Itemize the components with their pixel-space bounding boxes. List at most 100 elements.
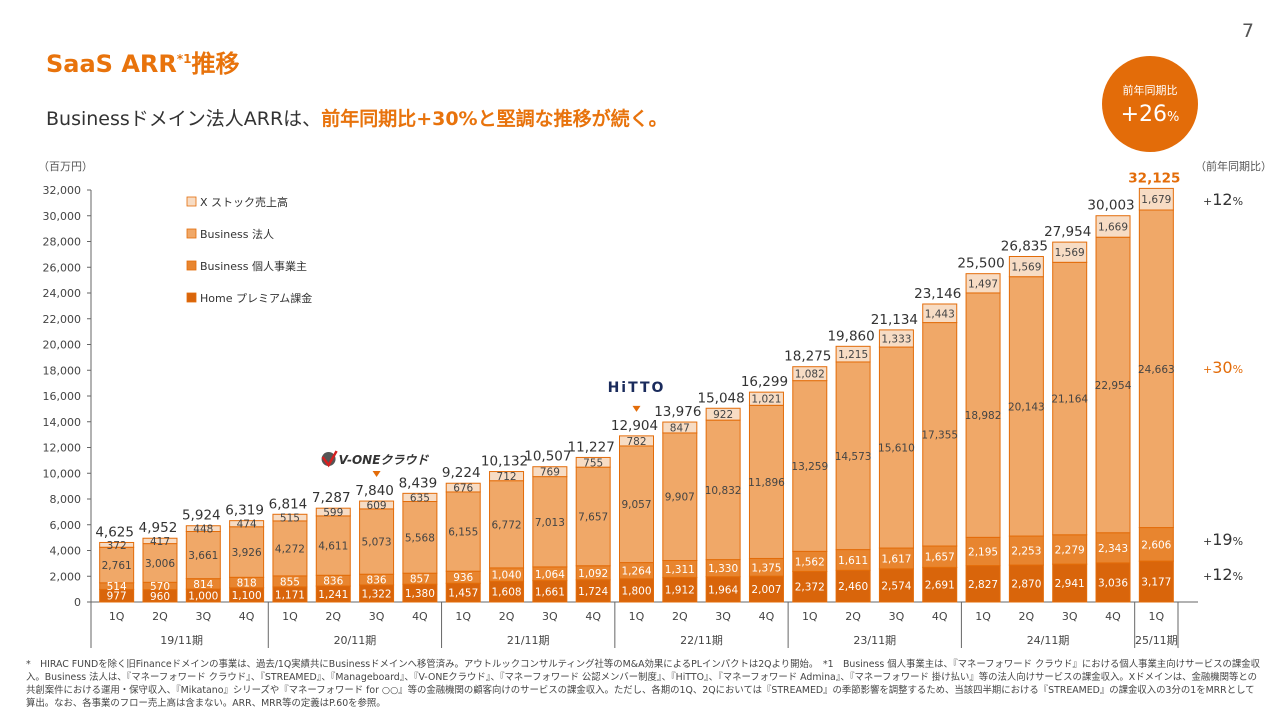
legend-swatch-individual xyxy=(186,260,197,271)
title-sup: *1 xyxy=(176,52,192,66)
period-label: 24/11期 xyxy=(1027,634,1070,647)
bar-segment-xstock xyxy=(878,329,914,348)
y-tick-label: 26,000 xyxy=(43,261,82,274)
y-tick-label: 12,000 xyxy=(43,442,82,455)
arr-chart: （百万円） （前年同期比） 0 2,000 4,000 6,000 8,000 10,000 1… xyxy=(38,159,1272,648)
bar-total-label: 13,976 xyxy=(654,404,701,420)
bar-label-home: 1,000 xyxy=(188,591,218,603)
y-tick-label: 4,000 xyxy=(50,545,82,558)
period-label: 19/11期 xyxy=(160,634,203,647)
bar-label-home: 1,964 xyxy=(708,584,738,596)
bar-label-xstock: 1,215 xyxy=(838,349,868,361)
bar-label-home: 2,691 xyxy=(925,580,955,592)
bar-label-corporate: 11,896 xyxy=(748,477,785,489)
bar-label-corporate: 22,954 xyxy=(1095,380,1132,392)
bar-segment-home xyxy=(748,575,784,603)
bar-label-home: 1,912 xyxy=(665,585,695,597)
bar-total-label: 27,954 xyxy=(1044,224,1091,240)
bar-label-corporate: 9,057 xyxy=(621,499,651,511)
bar-segment-home xyxy=(1138,560,1174,603)
bar-segment-xstock xyxy=(1138,187,1174,211)
y-tick-label: 18,000 xyxy=(43,364,82,377)
bar-label-xstock: 599 xyxy=(323,507,343,519)
legend-swatch-xstock xyxy=(186,196,197,207)
bar-total-label: 30,003 xyxy=(1087,198,1134,214)
bar-label-xstock: 1,669 xyxy=(1098,221,1128,233)
x-category-label: 4Q xyxy=(759,610,775,623)
y-tick-label: 10,000 xyxy=(43,467,82,480)
bar-total-label: 10,507 xyxy=(524,449,571,465)
x-category-label: 2Q xyxy=(152,610,168,623)
x-category-label: 1Q xyxy=(282,610,298,623)
bar-label-home: 2,827 xyxy=(968,579,998,591)
subtitle: Businessドメイン法人ARRは、前年同期比+30%と堅調な推移が続く。 xyxy=(46,104,668,131)
bar-label-individual: 1,264 xyxy=(621,566,651,578)
y-tick-label: 30,000 xyxy=(43,210,82,223)
x-category-label: 3Q xyxy=(195,610,211,623)
y-tick-label: 20,000 xyxy=(43,339,82,352)
page-number: 7 xyxy=(1241,20,1254,42)
bar-segment-xstock xyxy=(619,435,654,447)
bar-label-xstock: 448 xyxy=(193,524,213,536)
bar-label-corporate: 21,164 xyxy=(1051,394,1088,406)
y-tick-label: 6,000 xyxy=(50,519,82,532)
bar-label-xstock: 1,497 xyxy=(968,278,998,290)
bar-total-label: 15,048 xyxy=(698,390,745,406)
bar-label-xstock: 1,082 xyxy=(795,369,825,381)
bar-segment-corporate xyxy=(1008,276,1044,537)
bar-label-individual: 1,611 xyxy=(838,555,868,567)
x-category-label: 3Q xyxy=(889,610,905,623)
bar-segment-xstock xyxy=(1052,241,1088,263)
annotation-arrow xyxy=(632,405,641,412)
bar-label-individual: 570 xyxy=(150,581,170,593)
legend-label-home: Home プレミアム課金 xyxy=(200,291,312,305)
bar-label-home: 1,100 xyxy=(232,590,262,602)
bar-total-label: 11,227 xyxy=(568,439,615,455)
bar-total-label: 10,132 xyxy=(481,454,528,470)
bar-label-individual: 855 xyxy=(280,576,300,588)
bar-segment-corporate xyxy=(445,491,481,572)
x-category-label: 3Q xyxy=(542,610,558,623)
bar-total-label: 32,125 xyxy=(1128,170,1180,186)
bar-total-label: 21,134 xyxy=(871,312,918,328)
bar-segment-corporate xyxy=(489,480,525,569)
bar-label-home: 3,177 xyxy=(1141,577,1171,589)
y-unit-label: （百万円） xyxy=(38,160,93,173)
bar-segment-xstock xyxy=(489,471,525,482)
yoy-badge-unit: % xyxy=(1167,110,1180,125)
y-tick-label: 16,000 xyxy=(43,390,82,403)
bar-segment-home xyxy=(1008,564,1044,603)
bar-segment-home xyxy=(922,566,958,603)
title-suffix: 推移 xyxy=(191,50,240,78)
bar-label-corporate: 13,259 xyxy=(791,461,828,473)
bar-label-xstock: 1,443 xyxy=(925,308,955,320)
bar-label-corporate: 20,143 xyxy=(1008,401,1045,413)
bar-label-individual: 1,657 xyxy=(925,552,955,564)
x-category-label: 2Q xyxy=(1019,610,1035,623)
vone-logo-mark xyxy=(321,452,336,467)
bar-total-label: 18,275 xyxy=(784,349,831,365)
bar-segment-corporate xyxy=(965,292,1001,538)
x-category-label: 4Q xyxy=(412,610,428,623)
bar-label-corporate: 4,272 xyxy=(275,543,305,555)
bar-segment-corporate xyxy=(1052,261,1088,536)
y-tick-label: 2,000 xyxy=(50,570,82,583)
bar-segment-xstock xyxy=(445,482,481,493)
bar-segment-xstock xyxy=(835,345,871,363)
bar-total-label: 25,500 xyxy=(957,256,1004,272)
y-tick-label: 24,000 xyxy=(43,287,82,300)
bar-label-home: 1,800 xyxy=(621,585,651,597)
bar-label-corporate: 18,982 xyxy=(965,410,1002,422)
x-category-label: 3Q xyxy=(1062,610,1078,623)
bar-label-individual: 2,253 xyxy=(1011,546,1041,558)
period-label: 23/11期 xyxy=(853,634,896,647)
bar-label-corporate: 3,006 xyxy=(145,558,175,570)
bar-total-label: 7,840 xyxy=(355,483,394,499)
period-label: 21/11期 xyxy=(507,634,550,647)
bar-label-xstock: 782 xyxy=(626,436,646,448)
x-category-label: 2Q xyxy=(325,610,341,623)
bar-label-corporate: 7,013 xyxy=(535,517,565,529)
bar-label-individual: 1,092 xyxy=(578,568,608,580)
yoy-label-individual: +19% xyxy=(1203,530,1243,549)
bar-total-label: 23,146 xyxy=(914,286,961,302)
